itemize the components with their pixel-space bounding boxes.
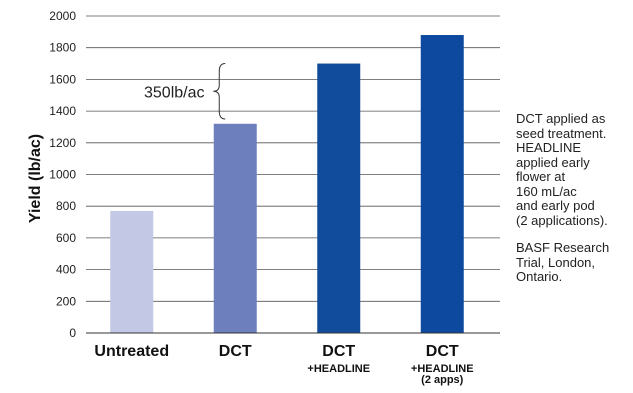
y-tick-label: 2000 — [49, 9, 76, 23]
trial-notes: DCT applied as seed treatment. HEADLINE app… — [516, 111, 633, 285]
y-tick-label: 0 — [69, 326, 76, 340]
category-label: DCT — [426, 343, 459, 360]
y-tick-label: 1200 — [49, 136, 76, 150]
y-tick-label: 1400 — [49, 104, 76, 118]
trial-note-line: (2 applications). — [516, 212, 608, 228]
trial-source-line: BASF Research — [516, 240, 610, 255]
trial-note-line: flower at — [516, 169, 566, 184]
bar — [420, 35, 464, 334]
category-sublabel: +HEADLINE — [411, 363, 474, 375]
trial-notes-paragraph-1: DCT applied as seed treatment. HEADLINE app… — [516, 111, 633, 228]
trial-source-line: Trial, London, — [516, 254, 596, 270]
y-tick-label: 600 — [56, 231, 76, 245]
category-sublabel: (2 apps) — [421, 374, 464, 386]
category-label: Untreated — [94, 343, 169, 360]
trial-note-line: applied early — [516, 154, 590, 170]
y-axis-ticks: 0 200 400 600 800 1000 1200 1400 1600 1800 2000 — [49, 9, 76, 340]
yield-bar-chart: 0 200 400 600 800 1000 1200 1400 1600 1800 2000 Un… — [27, 9, 500, 386]
bar — [110, 210, 154, 333]
y-tick-label: 200 — [56, 294, 76, 308]
y-tick-label: 1600 — [49, 72, 76, 86]
y-tick-label: 1000 — [49, 168, 76, 182]
category-label: DCT — [322, 343, 355, 360]
difference-label: 350lb/ac — [144, 84, 205, 101]
gridlines — [86, 15, 500, 302]
bars — [110, 35, 464, 334]
y-tick-label: 400 — [56, 263, 76, 277]
trial-note-line: DCT applied as — [516, 111, 606, 126]
trial-notes-paragraph-2: BASF Research Trial, London, Ontario. — [516, 240, 633, 285]
y-tick-label: 800 — [56, 199, 76, 213]
y-axis-label: Yield (lb/ac) — [27, 134, 44, 223]
bar — [213, 123, 257, 333]
category-label: DCT — [219, 343, 252, 360]
trial-note-line: 160 mL/ac — [516, 183, 577, 199]
bar — [317, 63, 361, 334]
category-sublabel: +HEADLINE — [307, 363, 370, 375]
curly-brace — [213, 63, 226, 120]
difference-annotation: 350lb/ac — [144, 63, 226, 120]
y-tick-label: 1800 — [49, 41, 76, 55]
trial-note-line: and early pod — [516, 198, 595, 213]
trial-note-line: seed treatment. — [516, 125, 607, 141]
trial-note-line: HEADLINE — [516, 140, 582, 155]
trial-source-line: Ontario. — [516, 269, 563, 284]
